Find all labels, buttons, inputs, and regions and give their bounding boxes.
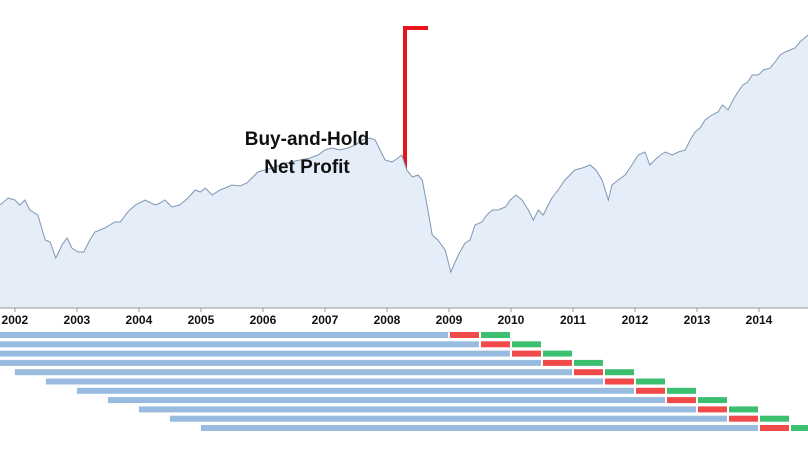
window-segment bbox=[729, 415, 759, 422]
x-tick-label: 2004 bbox=[126, 313, 153, 327]
window-segment bbox=[698, 397, 728, 404]
x-tick-label: 2008 bbox=[374, 313, 401, 327]
annotation: Buy-and-Hold bbox=[245, 129, 370, 150]
x-tick-label: 2006 bbox=[250, 313, 277, 327]
window-segment bbox=[0, 350, 510, 357]
window-segment bbox=[760, 415, 790, 422]
x-tick-label: 2011 bbox=[560, 313, 586, 327]
window-segment bbox=[0, 341, 479, 348]
window-segment bbox=[542, 350, 572, 357]
window-segment bbox=[542, 359, 572, 366]
window-segment bbox=[480, 332, 510, 338]
window-segment bbox=[573, 369, 603, 376]
window-segment bbox=[14, 369, 572, 376]
window-segment bbox=[666, 397, 697, 404]
window-segment bbox=[511, 341, 541, 348]
window-segment bbox=[760, 425, 790, 431]
x-tick-label: 2014 bbox=[746, 313, 773, 327]
x-tick-label: 2005 bbox=[188, 313, 215, 327]
window-segment bbox=[45, 378, 603, 385]
window-segment bbox=[138, 406, 697, 413]
window-segment bbox=[573, 359, 603, 366]
window-segment bbox=[729, 406, 759, 413]
window-segment bbox=[604, 378, 634, 385]
window-segment bbox=[200, 425, 759, 431]
annotation: Net Profit bbox=[264, 157, 350, 178]
window-segment bbox=[0, 359, 541, 366]
area-fill bbox=[0, 35, 808, 308]
window-segment bbox=[449, 332, 479, 338]
x-tick-label: 2007 bbox=[312, 313, 339, 327]
window-segment bbox=[480, 341, 510, 348]
window-segment bbox=[666, 387, 697, 394]
x-tick-label: 2002 bbox=[2, 313, 29, 327]
window-segment bbox=[169, 415, 728, 422]
x-tick-label: 2003 bbox=[64, 313, 91, 327]
x-tick-label: 2013 bbox=[684, 313, 711, 327]
price-line bbox=[0, 34, 808, 274]
x-tick-label: 2012 bbox=[622, 313, 649, 327]
x-tick-label: 2009 bbox=[436, 313, 463, 327]
window-segment bbox=[0, 332, 448, 338]
window-segment bbox=[76, 387, 634, 394]
window-segment bbox=[635, 387, 665, 394]
window-segment bbox=[604, 369, 634, 376]
x-tick-label: 2010 bbox=[498, 313, 525, 327]
window-segment bbox=[107, 397, 665, 404]
window-segment bbox=[511, 350, 541, 357]
window-segment bbox=[791, 425, 808, 431]
window-segment bbox=[635, 378, 665, 385]
window-segment bbox=[698, 406, 728, 413]
